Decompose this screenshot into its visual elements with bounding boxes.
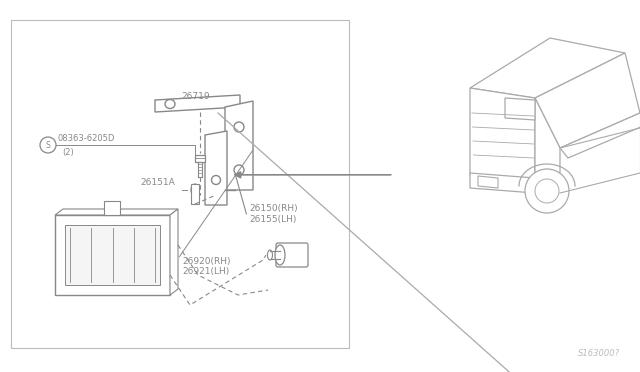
Circle shape — [535, 179, 559, 203]
FancyBboxPatch shape — [55, 215, 170, 295]
Polygon shape — [470, 38, 625, 98]
Polygon shape — [535, 53, 640, 148]
Text: 26920(RH)
26921(LH): 26920(RH) 26921(LH) — [182, 257, 231, 276]
Circle shape — [40, 137, 56, 153]
Ellipse shape — [268, 250, 273, 260]
Bar — [65, 225, 160, 285]
Polygon shape — [225, 101, 253, 190]
Bar — [195, 155, 205, 162]
Bar — [191, 184, 199, 204]
Polygon shape — [535, 98, 560, 193]
FancyBboxPatch shape — [276, 243, 308, 267]
Text: (2): (2) — [62, 148, 74, 157]
Ellipse shape — [191, 184, 199, 196]
Polygon shape — [155, 95, 240, 112]
Polygon shape — [478, 176, 498, 188]
Text: 08363-6205D: 08363-6205D — [58, 134, 115, 143]
Bar — [104, 201, 120, 215]
Polygon shape — [55, 209, 178, 215]
Text: 26151A: 26151A — [140, 178, 175, 187]
Polygon shape — [505, 98, 535, 120]
Polygon shape — [470, 173, 535, 193]
Polygon shape — [560, 113, 640, 158]
Polygon shape — [470, 88, 535, 183]
Text: S: S — [45, 141, 51, 150]
Text: 26150(RH)
26155(LH): 26150(RH) 26155(LH) — [250, 204, 298, 224]
Polygon shape — [170, 209, 178, 295]
Text: 26719: 26719 — [181, 92, 209, 100]
Circle shape — [525, 169, 569, 213]
Polygon shape — [205, 131, 227, 205]
Text: S163000?: S163000? — [578, 349, 620, 358]
Ellipse shape — [275, 245, 285, 265]
Bar — [11, 20, 349, 348]
